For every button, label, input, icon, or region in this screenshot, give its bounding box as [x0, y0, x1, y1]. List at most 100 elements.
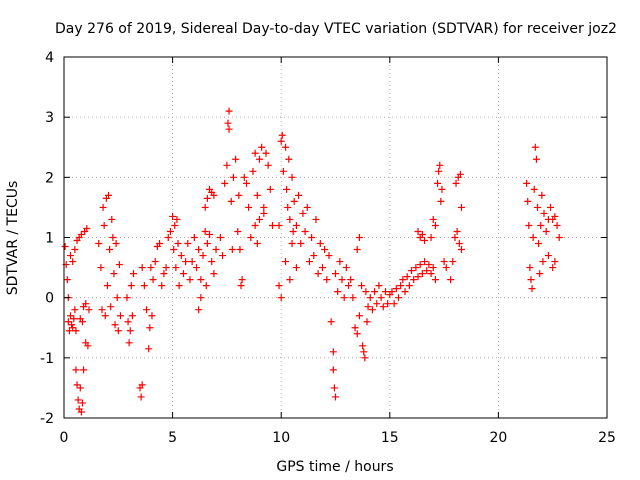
data-point: [78, 318, 86, 326]
data-point: [110, 270, 118, 278]
data-point: [363, 318, 371, 326]
data-point: [323, 276, 331, 284]
data-point: [201, 227, 209, 235]
data-point: [113, 294, 121, 302]
data-point: [146, 324, 154, 332]
data-point: [303, 203, 311, 211]
data-point: [312, 215, 320, 223]
data-point: [347, 276, 355, 284]
data-point: [223, 161, 231, 169]
data-point: [410, 276, 418, 284]
data-point: [345, 282, 353, 290]
data-point: [174, 240, 182, 248]
data-point: [184, 240, 192, 248]
data-point: [537, 221, 545, 229]
data-point: [442, 264, 450, 272]
data-point: [72, 327, 80, 335]
data-point: [219, 252, 227, 260]
data-points: [61, 107, 563, 416]
data-point: [536, 270, 544, 278]
data-point: [149, 276, 157, 284]
data-point: [249, 167, 257, 175]
data-point: [423, 267, 431, 275]
data-point: [388, 288, 396, 296]
data-point: [427, 270, 435, 278]
data-point: [531, 143, 539, 151]
y-axis-label: SDTVAR / TECUs: [5, 181, 21, 296]
data-point: [314, 270, 322, 278]
data-point: [353, 330, 361, 338]
data-point: [286, 215, 294, 223]
data-point: [310, 252, 318, 260]
data-point: [76, 384, 84, 392]
data-point: [201, 203, 209, 211]
data-point: [318, 264, 326, 272]
data-point: [551, 258, 559, 266]
data-point: [186, 276, 194, 284]
data-point: [269, 221, 277, 229]
data-point: [137, 393, 145, 401]
data-point: [160, 270, 168, 278]
data-point: [190, 234, 198, 241]
data-point: [235, 191, 243, 199]
data-point: [401, 288, 409, 296]
data-point: [321, 246, 329, 254]
data-point: [405, 282, 413, 290]
data-point: [251, 221, 259, 229]
data-point: [195, 306, 203, 314]
data-point: [228, 246, 236, 254]
data-point: [255, 215, 263, 223]
data-point: [414, 273, 422, 281]
data-point: [100, 221, 108, 229]
data-point: [68, 321, 76, 329]
data-point: [535, 240, 543, 248]
axis-ticks: 0 5 10 15 20 25 -2 -1 0 1 2 3 4: [40, 50, 616, 446]
data-point: [101, 312, 109, 320]
data-point: [158, 282, 166, 290]
data-point: [77, 230, 85, 238]
x-axis-label: GPS time / hours: [276, 459, 393, 475]
data-point: [379, 303, 387, 311]
x-tick-label: 10: [272, 430, 290, 446]
data-point: [225, 107, 233, 115]
data-point: [210, 191, 218, 199]
data-point: [65, 327, 73, 335]
data-point: [305, 258, 313, 266]
data-point: [140, 282, 148, 290]
data-point: [103, 282, 111, 290]
data-point: [288, 240, 296, 248]
y-tick-label: 1: [45, 231, 54, 247]
data-point: [279, 167, 287, 175]
data-point: [253, 191, 261, 199]
data-point: [199, 252, 207, 260]
data-point: [229, 173, 237, 181]
data-point: [414, 227, 422, 235]
data-point: [394, 294, 402, 302]
data-point: [234, 227, 242, 235]
data-point: [429, 215, 437, 223]
data-point: [292, 264, 300, 272]
data-point: [67, 252, 75, 260]
data-point: [418, 230, 426, 238]
data-point: [457, 246, 465, 254]
data-point: [358, 282, 366, 290]
data-point: [247, 234, 255, 241]
data-point: [64, 318, 72, 326]
data-point: [288, 173, 296, 181]
data-point: [203, 194, 211, 202]
data-point: [435, 167, 443, 175]
data-point: [206, 230, 214, 238]
data-point: [538, 191, 546, 199]
data-point: [112, 240, 120, 248]
data-point: [549, 264, 557, 272]
data-point: [111, 321, 119, 329]
data-point: [170, 246, 178, 254]
data-point: [69, 258, 77, 266]
x-tick-label: 15: [381, 430, 399, 446]
data-point: [528, 285, 536, 293]
data-point: [260, 203, 268, 211]
data-point: [282, 258, 290, 266]
data-point: [275, 221, 283, 229]
data-point: [197, 294, 205, 302]
data-point: [83, 224, 91, 232]
